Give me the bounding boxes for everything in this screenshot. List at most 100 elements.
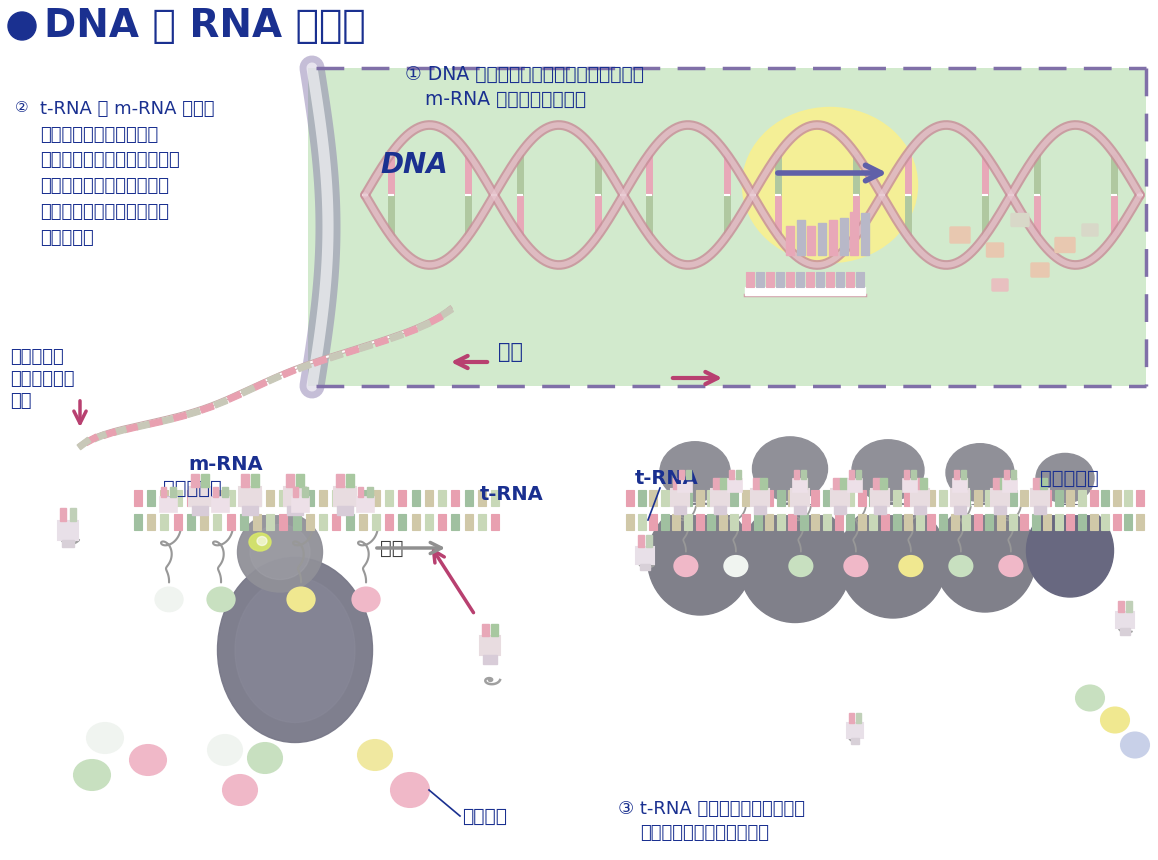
- Bar: [411, 490, 419, 506]
- Bar: [161, 490, 168, 506]
- Bar: [173, 412, 186, 421]
- Bar: [677, 479, 692, 492]
- Bar: [765, 272, 774, 287]
- Bar: [800, 478, 807, 488]
- Bar: [1043, 490, 1051, 506]
- Ellipse shape: [935, 503, 1036, 612]
- Bar: [953, 479, 967, 492]
- Bar: [812, 490, 820, 506]
- Bar: [1011, 470, 1017, 479]
- Bar: [754, 490, 762, 506]
- Ellipse shape: [790, 556, 813, 576]
- FancyBboxPatch shape: [1082, 224, 1098, 236]
- Bar: [227, 490, 235, 506]
- Bar: [135, 421, 149, 430]
- Ellipse shape: [358, 740, 393, 770]
- Bar: [169, 487, 176, 497]
- Bar: [148, 419, 162, 427]
- Bar: [1124, 514, 1133, 530]
- Bar: [1136, 490, 1144, 506]
- Bar: [452, 514, 460, 530]
- Bar: [85, 434, 98, 445]
- Bar: [200, 403, 214, 413]
- Bar: [638, 514, 646, 530]
- Bar: [727, 479, 742, 492]
- Bar: [186, 408, 200, 418]
- Bar: [335, 487, 356, 506]
- FancyBboxPatch shape: [987, 243, 1004, 257]
- Bar: [661, 490, 669, 506]
- Bar: [293, 490, 301, 506]
- Bar: [345, 475, 353, 487]
- Bar: [1127, 601, 1133, 611]
- Bar: [791, 488, 809, 506]
- Bar: [102, 429, 116, 439]
- Bar: [1004, 470, 1009, 479]
- Bar: [904, 490, 913, 506]
- Bar: [841, 478, 848, 488]
- Bar: [819, 218, 826, 255]
- Bar: [1113, 514, 1121, 530]
- Bar: [850, 220, 858, 255]
- Bar: [1067, 490, 1075, 506]
- Bar: [720, 478, 727, 488]
- Ellipse shape: [287, 587, 315, 611]
- Bar: [765, 514, 774, 530]
- FancyBboxPatch shape: [1055, 237, 1075, 253]
- Bar: [227, 391, 242, 402]
- Ellipse shape: [1026, 504, 1114, 597]
- Bar: [452, 490, 460, 506]
- Bar: [756, 272, 764, 287]
- Bar: [911, 470, 916, 479]
- Bar: [372, 490, 380, 506]
- Bar: [386, 514, 394, 530]
- Bar: [916, 514, 924, 530]
- Bar: [731, 514, 739, 530]
- Bar: [320, 490, 327, 506]
- Ellipse shape: [257, 537, 267, 545]
- Bar: [903, 470, 909, 479]
- Ellipse shape: [130, 745, 166, 775]
- Bar: [241, 385, 255, 396]
- Bar: [438, 514, 446, 530]
- Bar: [962, 490, 970, 506]
- Bar: [650, 490, 658, 506]
- Bar: [893, 514, 901, 530]
- Bar: [962, 514, 970, 530]
- Bar: [951, 490, 959, 506]
- Bar: [1043, 514, 1051, 530]
- Bar: [438, 490, 446, 506]
- Bar: [750, 488, 769, 506]
- Bar: [134, 514, 142, 530]
- Text: ②: ②: [15, 100, 29, 114]
- Bar: [213, 487, 219, 497]
- Bar: [800, 490, 808, 506]
- Bar: [914, 506, 926, 513]
- Bar: [992, 478, 999, 488]
- Bar: [190, 487, 211, 506]
- Ellipse shape: [742, 108, 917, 262]
- Bar: [428, 314, 444, 325]
- Bar: [742, 490, 750, 506]
- Bar: [713, 506, 726, 513]
- Bar: [491, 490, 499, 506]
- Bar: [893, 490, 901, 506]
- Bar: [939, 514, 947, 530]
- Bar: [298, 361, 312, 372]
- Bar: [807, 227, 815, 255]
- Text: t-RNA が m-RNA の４種
類の塩基の３つの並び方
の組（コドン）を認識し、そ
れに対応するアミノ酸を合
成しているポリペプチド鎖
まで運ぶ。: t-RNA が m-RNA の４種 類の塩基の３つの並び方 の組（コドン）を認識…: [41, 100, 214, 247]
- Bar: [306, 514, 314, 530]
- Bar: [320, 514, 327, 530]
- Circle shape: [8, 12, 36, 40]
- Bar: [59, 508, 66, 520]
- Bar: [337, 475, 344, 487]
- Bar: [147, 514, 155, 530]
- Ellipse shape: [674, 556, 697, 576]
- Bar: [464, 490, 472, 506]
- Bar: [266, 514, 274, 530]
- Bar: [200, 514, 208, 530]
- Bar: [985, 514, 994, 530]
- Bar: [287, 506, 302, 515]
- Bar: [161, 514, 168, 530]
- Bar: [806, 272, 814, 287]
